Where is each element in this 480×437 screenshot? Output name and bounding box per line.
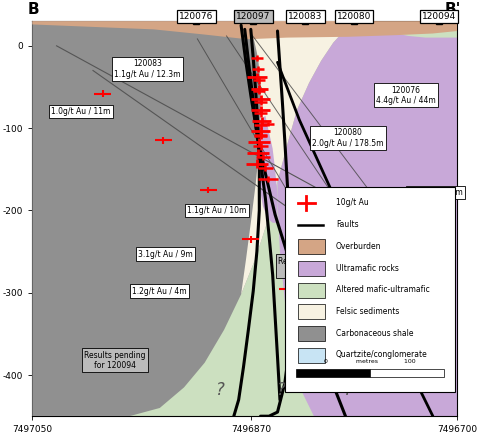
Text: 3.7g/t Au / 2m: 3.7g/t Au / 2m	[408, 188, 463, 197]
Text: Results pending
for 120094: Results pending for 120094	[84, 350, 145, 370]
Text: 120080
2.0g/t Au / 178.5m: 120080 2.0g/t Au / 178.5m	[312, 128, 384, 148]
FancyBboxPatch shape	[298, 239, 324, 254]
Polygon shape	[32, 21, 457, 416]
Text: 1.2g/t Au / 4m: 1.2g/t Au / 4m	[132, 287, 187, 295]
FancyBboxPatch shape	[370, 369, 444, 378]
FancyBboxPatch shape	[298, 326, 324, 341]
Text: 1.0g/t Au / 11m: 1.0g/t Au / 11m	[51, 107, 110, 116]
Text: Felsic sediments: Felsic sediments	[336, 307, 399, 316]
Text: B': B'	[445, 2, 461, 17]
FancyBboxPatch shape	[285, 187, 455, 392]
Polygon shape	[241, 21, 346, 295]
Text: 120094: 120094	[422, 12, 456, 21]
Polygon shape	[32, 21, 457, 39]
Text: Ultramafic rocks: Ultramafic rocks	[336, 264, 399, 273]
Text: Overburden: Overburden	[336, 242, 382, 251]
Text: ?: ?	[344, 381, 352, 399]
Text: 10g/t Au: 10g/t Au	[336, 198, 369, 208]
Text: Faults: Faults	[336, 220, 359, 229]
Text: 120083: 120083	[288, 12, 323, 21]
Text: ?: ?	[216, 381, 225, 399]
FancyBboxPatch shape	[298, 348, 324, 363]
Text: Carbonaceous shale: Carbonaceous shale	[336, 329, 414, 338]
Polygon shape	[32, 21, 346, 416]
Text: ?: ?	[276, 381, 286, 399]
Text: Results pending
for 120097: Results pending for 120097	[278, 257, 340, 276]
Polygon shape	[277, 21, 457, 416]
Polygon shape	[257, 116, 277, 223]
FancyBboxPatch shape	[296, 369, 370, 378]
Text: 1.1g/t Au / 10m: 1.1g/t Au / 10m	[187, 206, 247, 215]
FancyBboxPatch shape	[298, 305, 324, 319]
Text: 120076
4.4g/t Au / 44m: 120076 4.4g/t Au / 44m	[376, 86, 436, 105]
Text: 120097: 120097	[236, 12, 270, 21]
FancyBboxPatch shape	[298, 261, 324, 276]
Text: 120083
1.1g/t Au / 12.3m: 120083 1.1g/t Au / 12.3m	[114, 59, 181, 79]
Text: 120080: 120080	[337, 12, 371, 21]
FancyBboxPatch shape	[298, 283, 324, 298]
Text: 120076: 120076	[179, 12, 214, 21]
Text: 0              metres             100: 0 metres 100	[324, 359, 416, 364]
Text: B: B	[28, 2, 40, 17]
Text: 3.1g/t Au / 9m: 3.1g/t Au / 9m	[138, 250, 193, 259]
Text: Quartzite/conglomerate: Quartzite/conglomerate	[336, 350, 428, 360]
Text: Altered mafic-ultramafic: Altered mafic-ultramafic	[336, 285, 430, 294]
